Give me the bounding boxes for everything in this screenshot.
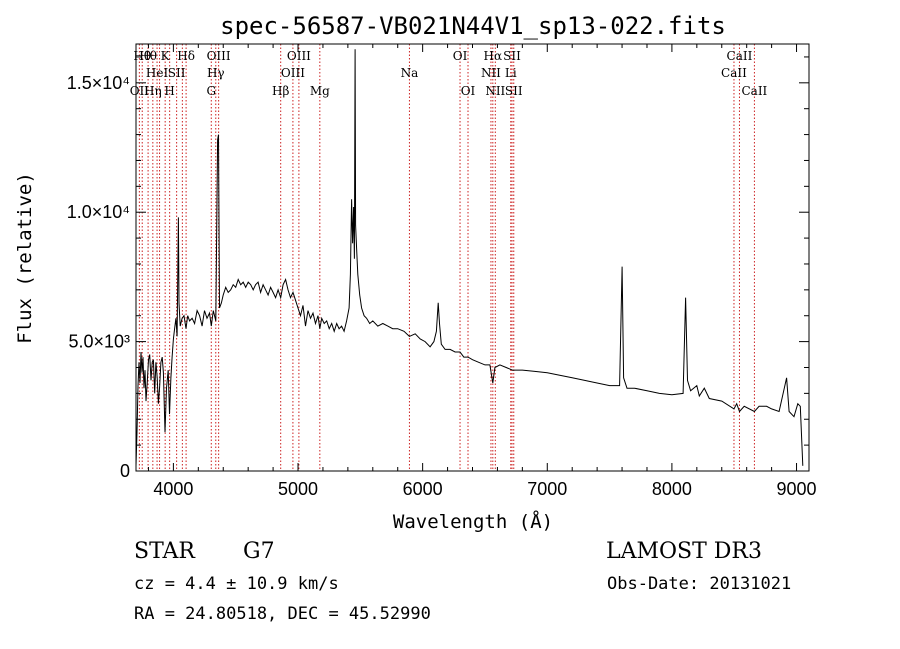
spectral-line-label-20: OI bbox=[461, 84, 476, 98]
spectral-line-label-21: NII bbox=[481, 66, 501, 80]
spectral-line-label-15: OIII bbox=[281, 66, 305, 80]
object-class: STAR bbox=[134, 539, 195, 564]
spectral-line-label-25: SII bbox=[503, 49, 521, 63]
spectral-line-markers bbox=[138, 44, 755, 471]
spectral-line-label-2: Hθ bbox=[139, 49, 157, 63]
spectral-line-label-11: G bbox=[206, 84, 216, 98]
x-tick-label-2: 6000 bbox=[403, 479, 443, 499]
spectral-line-label-17: Mg bbox=[310, 84, 330, 98]
x-tick-label-5: 9000 bbox=[777, 479, 817, 499]
observation-date: Obs-Date: 20131021 bbox=[607, 574, 792, 594]
x-tick-label-3: 7000 bbox=[527, 479, 567, 499]
spectral-line-label-8: SII bbox=[168, 66, 186, 80]
spectral-line-label-19: OI bbox=[453, 49, 468, 63]
redshift-value: cz = 4.4 ± 10.9 km/s bbox=[134, 574, 339, 594]
spectral-line-label-1: Hθ bbox=[133, 49, 151, 63]
object-subclass: G7 bbox=[243, 539, 275, 564]
axis-ticks: 4000 5000 6000 7000 8000 9000 0 5.0×10³ 1.0×10⁴ 1… bbox=[67, 44, 817, 499]
y-tick-label-2: 1.0×10⁴ bbox=[67, 202, 130, 222]
x-tick-label-0: 4000 bbox=[153, 479, 193, 499]
spectral-line-label-12: Hγ bbox=[207, 66, 225, 80]
spectral-line-label-13: OIII bbox=[207, 49, 231, 63]
spectral-line-label-0: OII bbox=[130, 84, 150, 98]
spectral-line-label-7: H bbox=[164, 84, 174, 98]
survey-name: LAMOST DR3 bbox=[606, 539, 762, 564]
x-tick-label-4: 8000 bbox=[652, 479, 692, 499]
spectral-line-label-4: HeI bbox=[146, 66, 169, 80]
plot-frame bbox=[135, 43, 810, 472]
spectral-line-label-6: K bbox=[161, 49, 171, 63]
spectral-line-label-18: Na bbox=[401, 66, 419, 80]
spectral-line-label-29: CaII bbox=[741, 84, 767, 98]
spectral-line-label-16: OIII bbox=[287, 49, 311, 63]
spectral-line-label-10: Hδ bbox=[177, 49, 195, 63]
y-tick-label-1: 5.0×10³ bbox=[68, 332, 130, 352]
spectral-line-label-23: NII bbox=[485, 84, 505, 98]
spectral-line-label-27: CaII bbox=[721, 66, 747, 80]
chart-title: spec-56587-VB021N44V1_sp13-022.fits bbox=[220, 12, 726, 40]
y-tick-label-3: 1.5×10⁴ bbox=[67, 73, 130, 93]
spectrum-series-line bbox=[135, 49, 804, 466]
spectral-line-label-22: Hα bbox=[484, 49, 503, 63]
x-axis-label: Wavelength (Å) bbox=[393, 510, 553, 533]
y-tick-label-0: 0 bbox=[120, 461, 130, 481]
x-tick-label-1: 5000 bbox=[278, 479, 318, 499]
coordinates: RA = 24.80518, DEC = 45.52990 bbox=[134, 604, 431, 624]
spectral-line-label-14: Hβ bbox=[272, 84, 289, 98]
spectral-line-label-24: Li bbox=[505, 66, 517, 80]
spectral-line-label-28: CaII bbox=[727, 49, 753, 63]
spectral-line-label-26: SII bbox=[505, 84, 523, 98]
y-axis-label: Flux (relative) bbox=[14, 172, 36, 344]
spectral-line-label-3: Hη bbox=[144, 84, 162, 98]
